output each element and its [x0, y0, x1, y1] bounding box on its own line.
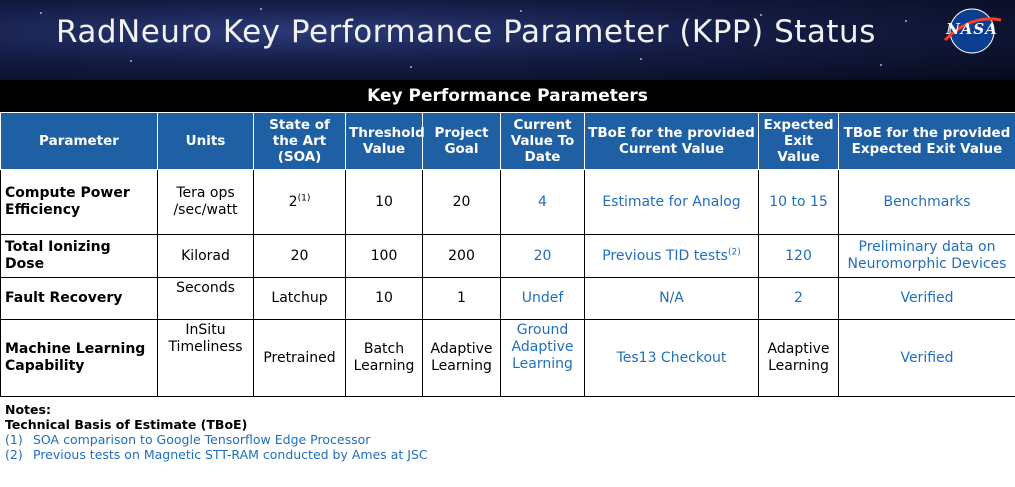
cell-soa: Pretrained — [253, 319, 346, 397]
cell-goal: 1 — [422, 277, 501, 320]
cell-current: Undef — [500, 277, 585, 320]
notes-heading: Notes: — [5, 402, 51, 417]
tboe-current-text: Tes13 Checkout — [616, 349, 727, 366]
table-row: Compute Power Efficiency Tera ops /sec/w… — [0, 169, 1015, 235]
header-row: Parameter Units State of the Art (SOA) T… — [0, 112, 1015, 170]
col-header-current: Current Value To Date — [500, 112, 585, 170]
cell-tboe-expected: Verified — [838, 319, 1015, 397]
tboe-current-text: Estimate for Analog — [602, 193, 741, 210]
cell-goal: 200 — [422, 234, 501, 278]
cell-units: Kilorad — [157, 234, 254, 278]
cell-soa: 20 — [253, 234, 346, 278]
cell-current: 20 — [500, 234, 585, 278]
cell-expected: 10 to 15 — [758, 169, 839, 235]
soa-footnote: (1) — [297, 192, 311, 203]
table-row: Total Ionizing Dose Kilorad 20 100 200 2… — [0, 234, 1015, 278]
col-header-threshold: Threshold Value — [345, 112, 425, 170]
nasa-logo: NASA — [941, 6, 1003, 56]
cell-units: InSitu Timeliness — [157, 319, 254, 397]
cell-units: Seconds — [157, 277, 254, 320]
slide-title: RadNeuro Key Performance Parameter (KPP)… — [56, 14, 876, 50]
tboe-current-text: Previous TID tests — [602, 247, 728, 264]
kpp-table: Parameter Units State of the Art (SOA) T… — [0, 112, 1015, 397]
cell-tboe-expected: Preliminary data on Neuromorphic Devices — [838, 234, 1015, 278]
cell-threshold: Batch Learning — [345, 319, 423, 397]
cell-parameter: Total Ionizing Dose — [0, 234, 158, 278]
cell-soa: 2(1) — [253, 169, 346, 235]
col-header-expected: Expected Exit Value — [758, 112, 839, 170]
table-caption: Key Performance Parameters — [0, 80, 1015, 112]
cell-tboe-expected: Verified — [838, 277, 1015, 320]
cell-tboe-current: N/A — [584, 277, 759, 320]
cell-soa: Latchup — [253, 277, 346, 320]
col-header-tboe-expected: TBoE for the provided Expected Exit Valu… — [838, 112, 1015, 170]
cell-goal: Adaptive Learning — [422, 319, 501, 397]
nasa-meatball-icon — [943, 8, 1002, 54]
note-item: (2) Previous tests on Magnetic STT-RAM co… — [5, 447, 428, 462]
cell-tboe-current: Previous TID tests(2) — [584, 234, 759, 278]
cell-tboe-current: Estimate for Analog — [584, 169, 759, 235]
soa-value: Pretrained — [263, 349, 336, 366]
tboe-current-footnote: (2) — [727, 246, 741, 257]
cell-expected: 2 — [758, 277, 839, 320]
cell-parameter: Fault Recovery — [0, 277, 158, 320]
soa-value: 20 — [290, 247, 309, 264]
col-header-parameter: Parameter — [0, 112, 158, 170]
table-row: Fault Recovery Seconds Latchup 10 1 Unde… — [0, 277, 1015, 320]
col-header-tboe-current: TBoE for the provided Current Value — [584, 112, 759, 170]
col-header-goal: Project Goal — [422, 112, 501, 170]
soa-value: 2 — [288, 193, 298, 210]
notes-subheading: Technical Basis of Estimate (TBoE) — [5, 417, 248, 432]
table-row: Machine Learning Capability InSitu Timel… — [0, 319, 1015, 397]
col-header-soa: State of the Art (SOA) — [253, 112, 346, 170]
tboe-current-text: N/A — [659, 290, 684, 306]
cell-tboe-current: Tes13 Checkout — [584, 319, 759, 397]
note-item: (1) SOA comparison to Google Tensorflow E… — [5, 432, 428, 447]
cell-threshold: 10 — [345, 277, 423, 320]
cell-expected: 120 — [758, 234, 839, 278]
cell-expected: Adaptive Learning — [758, 319, 839, 397]
note-text: Previous tests on Magnetic STT-RAM condu… — [33, 447, 428, 462]
title-banner: RadNeuro Key Performance Parameter (KPP)… — [0, 0, 1015, 80]
col-header-units: Units — [157, 112, 254, 170]
note-number: (1) — [5, 432, 23, 447]
cell-units: Tera ops /sec/watt — [157, 169, 254, 235]
nasa-logo-text: NASA — [946, 20, 998, 38]
note-number: (2) — [5, 447, 23, 462]
note-text: SOA comparison to Google Tensorflow Edge… — [33, 432, 371, 447]
cell-current: Ground Adaptive Learning — [500, 319, 585, 397]
notes-section: Notes: Technical Basis of Estimate (TBoE… — [5, 402, 428, 462]
cell-tboe-expected: Benchmarks — [838, 169, 1015, 235]
cell-threshold: 100 — [345, 234, 423, 278]
soa-value: Latchup — [271, 290, 328, 306]
cell-goal: 20 — [422, 169, 501, 235]
cell-parameter: Compute Power Efficiency — [0, 169, 158, 235]
cell-parameter: Machine Learning Capability — [0, 319, 158, 397]
cell-current: 4 — [500, 169, 585, 235]
cell-threshold: 10 — [345, 169, 423, 235]
